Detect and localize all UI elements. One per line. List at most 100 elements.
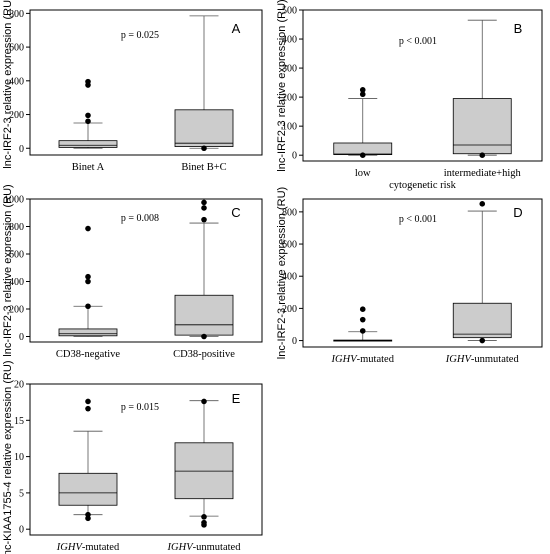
category-label-text: intermediate+high <box>444 168 522 179</box>
category-label-gene: IGHV <box>331 354 359 365</box>
y-tick-label: 0 <box>292 336 297 347</box>
p-value-annotation: p = 0.008 <box>121 213 159 224</box>
category-label-text: CD38-negative <box>56 349 120 360</box>
panel-label: D <box>513 205 522 220</box>
outlier-point <box>479 201 486 207</box>
outlier-point <box>201 205 207 211</box>
outlier-point <box>85 303 91 310</box>
outlier-point <box>359 306 366 312</box>
category-label-gene: IGHV <box>167 542 195 553</box>
plot-frame <box>29 383 263 536</box>
category-label-text: -mutated <box>82 542 120 553</box>
y-tick-label: 1000 <box>4 195 24 206</box>
category-label-gene: IGHV <box>56 542 84 553</box>
y-tick-label: 800 <box>282 207 297 218</box>
category-label: Binet A <box>72 162 105 173</box>
interquartile-box <box>58 472 118 506</box>
y-tick-label: 500 <box>282 6 297 17</box>
y-tick-label: 300 <box>282 64 297 75</box>
plot-frame <box>302 198 543 348</box>
outlier-point <box>85 278 91 285</box>
y-tick-label: 400 <box>282 272 297 283</box>
category-label-gene: IGHV <box>445 354 473 365</box>
category-label: IGHV-unmutated <box>167 542 242 553</box>
p-value-annotation: p < 0.001 <box>399 36 437 47</box>
outlier-point <box>201 145 207 152</box>
plot-frame <box>29 9 263 156</box>
box-second <box>452 19 512 158</box>
outlier-point <box>201 514 207 520</box>
y-axis-label: lnc-IRF2-3 relative expression (RU) <box>276 187 288 359</box>
category-label: CD38-negative <box>56 349 120 360</box>
box-first <box>58 225 118 337</box>
panel-label: B <box>514 21 523 36</box>
y-tick-label: 5 <box>19 488 24 499</box>
y-tick-label: 400 <box>282 35 297 46</box>
outlier-point <box>359 152 366 158</box>
outlier-point <box>85 112 91 119</box>
x-axis-label: cytogenetic risk <box>389 180 457 191</box>
category-label-text: Binet B+C <box>181 162 226 173</box>
box-first <box>333 87 393 158</box>
category-label: low <box>355 168 371 179</box>
y-axis-label: lnc-KIAA1755-4 relative expression (RU) <box>2 360 14 554</box>
interquartile-box <box>58 328 118 337</box>
outlier-point <box>359 316 366 323</box>
y-tick-label: 400 <box>9 277 24 288</box>
outlier-point <box>201 519 207 526</box>
y-tick-label: 600 <box>282 240 297 251</box>
y-tick-label: 0 <box>19 525 24 536</box>
panel-label: C <box>231 205 240 220</box>
y-axis-label: lnc-IRF2-3 relative expression (RU) <box>276 0 288 172</box>
outlier-point <box>85 273 91 280</box>
y-tick-label: 600 <box>9 43 24 54</box>
y-tick-label: 600 <box>9 250 24 261</box>
y-tick-label: 15 <box>14 416 24 427</box>
interquartile-box <box>452 302 512 339</box>
box-second <box>174 398 234 528</box>
category-label: IGHV-unmutated <box>445 354 520 365</box>
category-label-text: low <box>355 168 371 179</box>
category-label-text: CD38-positive <box>173 349 235 360</box>
box-second <box>174 15 234 152</box>
category-label: intermediate+high <box>444 168 522 179</box>
outlier-point <box>359 91 366 98</box>
plot-frame <box>302 9 543 162</box>
y-tick-label: 10 <box>14 452 24 463</box>
interquartile-box <box>452 98 512 155</box>
box-first <box>58 398 118 522</box>
category-label: Binet B+C <box>181 162 226 173</box>
panel-label: E <box>232 391 241 406</box>
plot-frame <box>29 198 263 343</box>
y-axis-label: lnc-IRF2-3 relative expression (RU) <box>2 184 14 356</box>
outlier-point <box>85 78 91 85</box>
outlier-point <box>85 511 91 518</box>
outlier-point <box>201 333 207 340</box>
category-label-text: Binet A <box>72 162 105 173</box>
interquartile-box <box>174 294 234 336</box>
y-tick-label: 20 <box>14 380 24 391</box>
y-tick-label: 400 <box>9 76 24 87</box>
category-label: IGHV-mutated <box>56 542 120 553</box>
outlier-point <box>359 87 366 93</box>
box-second <box>452 201 512 344</box>
y-tick-label: 800 <box>9 9 24 20</box>
outlier-point <box>201 199 207 206</box>
p-value-annotation: p = 0.025 <box>121 30 159 41</box>
outlier-point <box>201 398 207 405</box>
y-tick-label: 0 <box>19 144 24 155</box>
category-label: IGHV-mutated <box>331 354 395 365</box>
outlier-point <box>85 225 91 232</box>
outlier-point <box>201 216 207 223</box>
y-tick-label: 0 <box>19 332 24 343</box>
y-tick-label: 200 <box>9 110 24 121</box>
interquartile-box <box>174 109 234 147</box>
category-label: CD38-positive <box>173 349 235 360</box>
outlier-point <box>479 152 486 158</box>
panel-label: A <box>232 21 241 36</box>
y-axis-label: lnc-IRF2-3 relative expression (RU) <box>2 0 14 169</box>
p-value-annotation: p < 0.001 <box>399 214 437 225</box>
